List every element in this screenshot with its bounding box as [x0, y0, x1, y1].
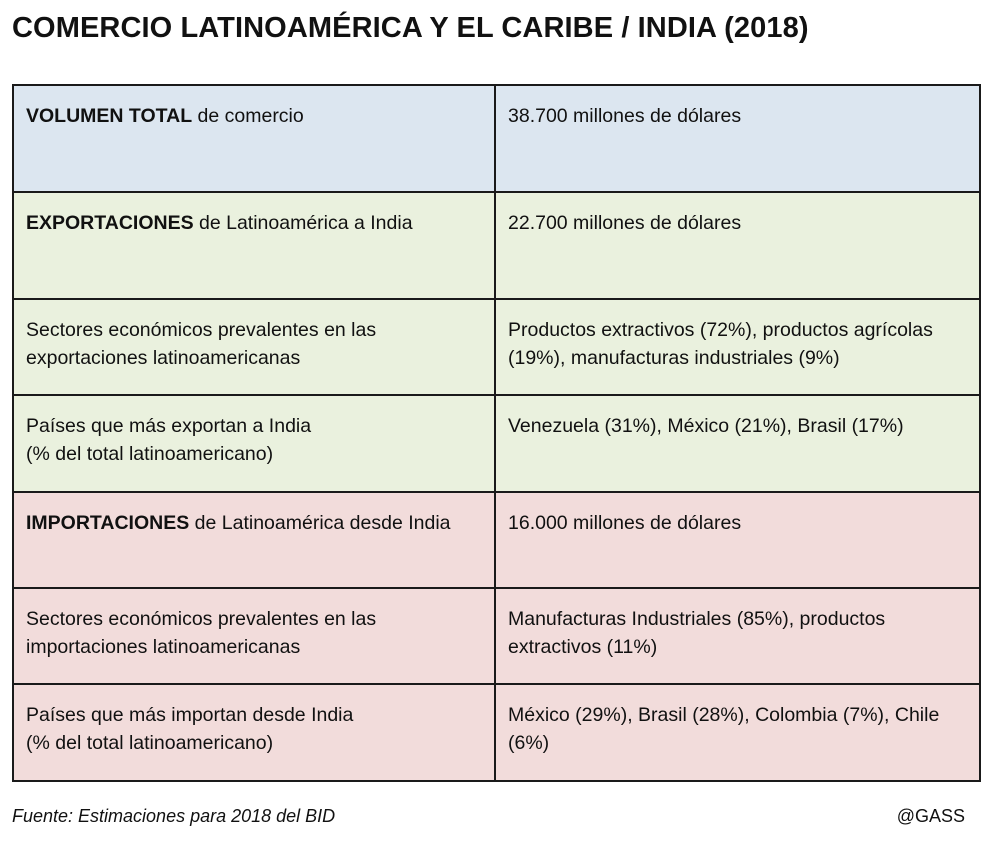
row-label-cell: EXPORTACIONES de Latinoamérica a India: [12, 191, 496, 300]
row-label-line: Sectores económicos prevalentes en las: [26, 319, 377, 341]
row-label-bold: EXPORTACIONES: [26, 212, 194, 234]
table-row-exports: EXPORTACIONES de Latinoamérica a India 2…: [12, 191, 981, 300]
row-value: Manufacturas Industriales (85%), product…: [508, 608, 886, 658]
row-label-cell: IMPORTACIONES de Latinoamérica desde Ind…: [12, 491, 496, 589]
row-value: México (29%), Brasil (28%), Colombia (7%…: [508, 704, 940, 754]
row-label-line: Países que más importan desde India: [26, 704, 354, 726]
row-label-cell: Sectores económicos prevalentes en las im…: [12, 587, 496, 685]
table-row-import-countries: Países que más importan desde India (% de…: [12, 683, 981, 782]
table-row-export-sectors: Sectores económicos prevalentes en las ex…: [12, 298, 981, 396]
row-label-bold: IMPORTACIONES: [26, 512, 190, 534]
row-label-bold: VOLUMEN TOTAL: [26, 105, 193, 127]
row-value-cell: 16.000 millones de dólares: [494, 491, 981, 589]
row-value: 38.700 millones de dólares: [508, 105, 742, 127]
table-row-imports: IMPORTACIONES de Latinoamérica desde Ind…: [12, 491, 981, 589]
row-value: Productos extractivos (72%), productos a…: [508, 319, 933, 369]
row-value: 22.700 millones de dólares: [508, 212, 742, 234]
row-value-cell: México (29%), Brasil (28%), Colombia (7%…: [494, 683, 981, 782]
row-label-line: Sectores económicos prevalentes en las: [26, 608, 377, 630]
row-label-text: de comercio: [192, 105, 304, 127]
table-row-export-countries: Países que más exportan a India (% del to…: [12, 394, 981, 493]
row-label-line: Países que más exportan a India: [26, 415, 312, 437]
row-label-cell: Sectores económicos prevalentes en las ex…: [12, 298, 496, 396]
credit-handle: @GASS: [896, 806, 965, 826]
row-label-cell: Países que más exportan a India (% del to…: [12, 394, 496, 493]
page-title: COMERCIO LATINOAMÉRICA Y EL CARIBE / IND…: [12, 12, 809, 44]
table-row-import-sectors: Sectores económicos prevalentes en las im…: [12, 587, 981, 685]
row-value-cell: 38.700 millones de dólares: [494, 84, 981, 193]
row-value-cell: Venezuela (31%), México (21%), Brasil (1…: [494, 394, 981, 493]
row-label-line: importaciones latinoamericanas: [26, 636, 301, 658]
row-label-cell: Países que más importan desde India (% de…: [12, 683, 496, 782]
row-value: Venezuela (31%), México (21%), Brasil (1…: [508, 415, 904, 437]
row-value-cell: Manufacturas Industriales (85%), product…: [494, 587, 981, 685]
row-value-cell: Productos extractivos (72%), productos a…: [494, 298, 981, 396]
row-label-line: (% del total latinoamericano): [26, 443, 274, 465]
row-label-text: de Latinoamérica desde India: [189, 512, 451, 534]
row-label-line: exportaciones latinoamericanas: [26, 347, 301, 369]
row-value: 16.000 millones de dólares: [508, 512, 742, 534]
row-value-cell: 22.700 millones de dólares: [494, 191, 981, 300]
row-label-text: de Latinoamérica a India: [193, 212, 413, 234]
source-note: Fuente: Estimaciones para 2018 del BID: [12, 806, 336, 826]
trade-table: VOLUMEN TOTAL de comercio 38.700 millone…: [12, 84, 981, 782]
row-label-line: (% del total latinoamericano): [26, 732, 274, 754]
row-label-cell: VOLUMEN TOTAL de comercio: [12, 84, 496, 193]
table-row-total-volume: VOLUMEN TOTAL de comercio 38.700 millone…: [12, 84, 981, 193]
